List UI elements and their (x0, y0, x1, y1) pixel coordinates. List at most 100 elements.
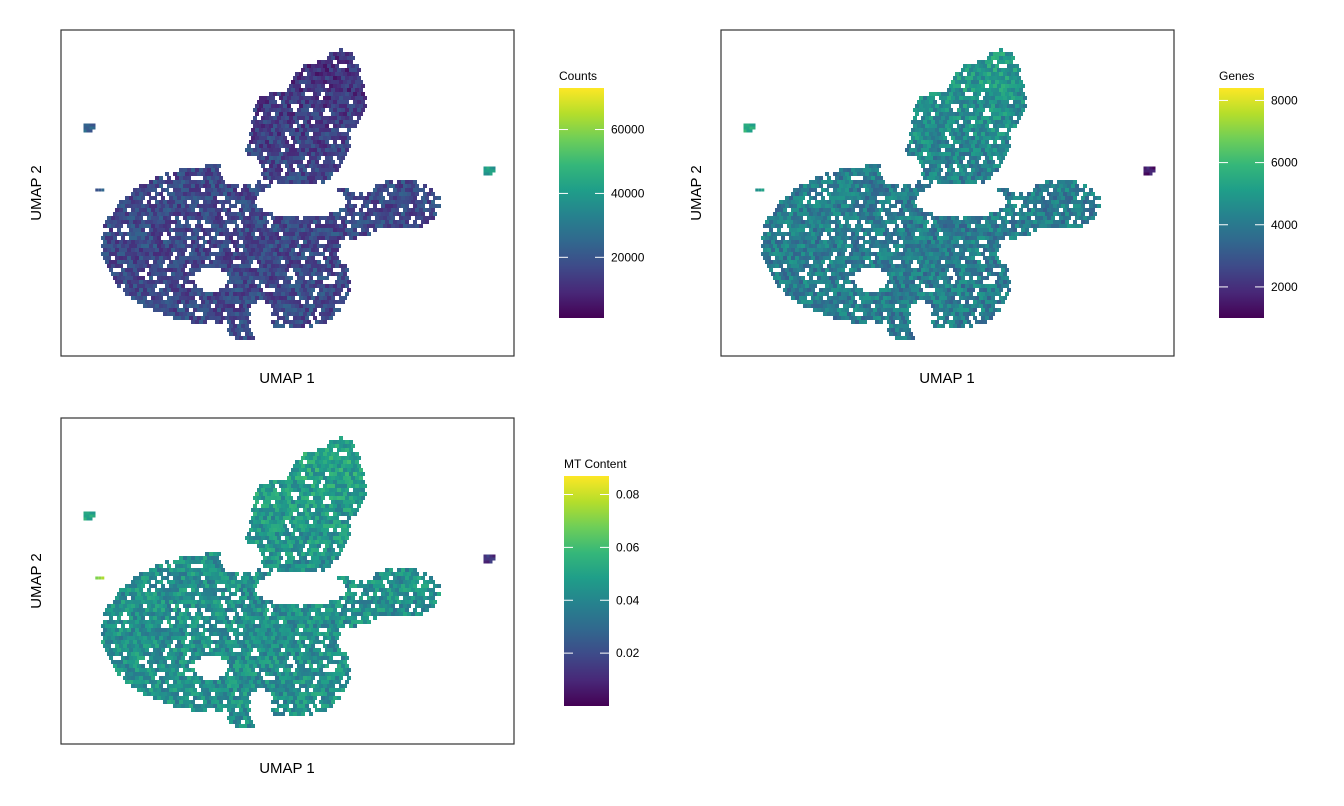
hexbin-cell (893, 188, 897, 192)
hexbin-cell (959, 304, 963, 308)
hexbin-cell (943, 280, 947, 284)
hexbin-cell (295, 232, 299, 236)
hexbin-cell (843, 168, 847, 172)
hexbin-cell (271, 248, 275, 252)
hexbin-cell (919, 216, 923, 220)
hexbin-cell (155, 248, 159, 252)
hexbin-cell (101, 252, 105, 256)
hexbin-cell (109, 268, 113, 272)
hexbin-cell (927, 96, 931, 100)
hexbin-cell (815, 280, 819, 284)
hexbin-cell (121, 236, 125, 240)
hexbin-cell (937, 124, 941, 128)
hexbin-cell (775, 256, 779, 260)
hexbin-cell (297, 132, 301, 136)
hexbin-cell (897, 252, 901, 256)
hexbin-cell (1045, 204, 1049, 208)
hexbin-cell (791, 280, 795, 284)
hexbin-cell (145, 284, 149, 288)
hexbin-cell (179, 208, 183, 212)
hexbin-cell (167, 200, 171, 204)
hexbin-cell (1003, 296, 1007, 300)
hexbin-cell (241, 228, 245, 232)
hexbin-cell (851, 272, 855, 276)
hexbin-cell (285, 148, 289, 152)
hexbin-cell (247, 232, 251, 236)
hexbin-cell (973, 284, 977, 288)
hexbin-cell (991, 88, 995, 92)
hexbin-cell (289, 308, 293, 312)
hexbin-cell (339, 288, 343, 292)
hexbin-cell (929, 212, 933, 216)
hexbin-cell (273, 220, 277, 224)
hexbin-cell (207, 184, 211, 188)
hexbin-cell (243, 336, 247, 340)
hexbin-cell (311, 96, 315, 100)
hexbin-cell (965, 284, 969, 288)
hexbin-cell (303, 80, 307, 84)
hexbin-cell (165, 284, 169, 288)
hexbin-cell (849, 180, 853, 184)
hexbin-cell (343, 280, 347, 284)
hexbin-cell (879, 248, 883, 252)
hexbin-cell (845, 292, 849, 296)
hexbin-cell (923, 112, 927, 116)
hexbin-cell (973, 172, 977, 176)
hexbin-cell (185, 196, 189, 200)
hexbin-cell (775, 232, 779, 236)
hexbin-cell (829, 228, 833, 232)
hexbin-cell (243, 208, 247, 212)
hexbin-cell (155, 192, 159, 196)
hexbin-cell (181, 268, 185, 272)
hexbin-cell (1019, 80, 1023, 84)
hexbin-cell (289, 124, 293, 128)
hexbin-cell (297, 172, 301, 176)
hexbin-cell (793, 236, 797, 240)
hexbin-cell (1061, 212, 1065, 216)
hexbin-cell (1065, 180, 1069, 184)
hexbin-cell (217, 244, 221, 248)
hexbin-cell (877, 220, 881, 224)
hexbin-cell (899, 320, 903, 324)
hexbin-cell (933, 220, 937, 224)
hexbin-cell (235, 264, 239, 268)
hexbin-cell (263, 256, 267, 260)
hexbin-cell (797, 300, 801, 304)
hexbin-cell (835, 280, 839, 284)
hexbin-cell (1017, 92, 1021, 96)
hexbin-cell (247, 288, 251, 292)
hexbin-cell (267, 280, 271, 284)
hexbin-cell (977, 172, 981, 176)
hexbin-cell (891, 288, 895, 292)
hexbin-cell (293, 148, 297, 152)
hexbin-cell (279, 264, 283, 268)
hexbin-cell (1019, 192, 1023, 196)
hexbin-cell (137, 252, 141, 256)
hexbin-cell (105, 252, 109, 256)
hexbin-cell (887, 328, 891, 332)
hexbin-cell (937, 252, 941, 256)
hexbin-cell (841, 204, 845, 208)
hexbin-cell (987, 216, 991, 220)
hexbin-cell (991, 152, 995, 156)
hexbin-cell (1011, 224, 1015, 228)
hexbin-cell (985, 244, 989, 248)
hexbin-cell (139, 216, 143, 220)
hexbin-cell (135, 200, 139, 204)
hexbin-cell (935, 232, 939, 236)
hexbin-cell (351, 64, 355, 68)
hexbin-cell (329, 60, 333, 64)
hexbin-cell (317, 244, 321, 248)
hexbin-cell (215, 192, 219, 196)
hexbin-cell (245, 204, 249, 208)
hexbin-cell (935, 112, 939, 116)
hexbin-cell (287, 144, 291, 148)
hexbin-cell (1011, 72, 1015, 76)
hexbin-cell (111, 232, 115, 236)
hexbin-cell (975, 96, 979, 100)
hexbin-cell (289, 116, 293, 120)
hexbin-cell (231, 312, 235, 316)
hexbin-cell (919, 160, 923, 164)
hexbin-cell (817, 260, 821, 264)
hexbin-cell (851, 296, 855, 300)
